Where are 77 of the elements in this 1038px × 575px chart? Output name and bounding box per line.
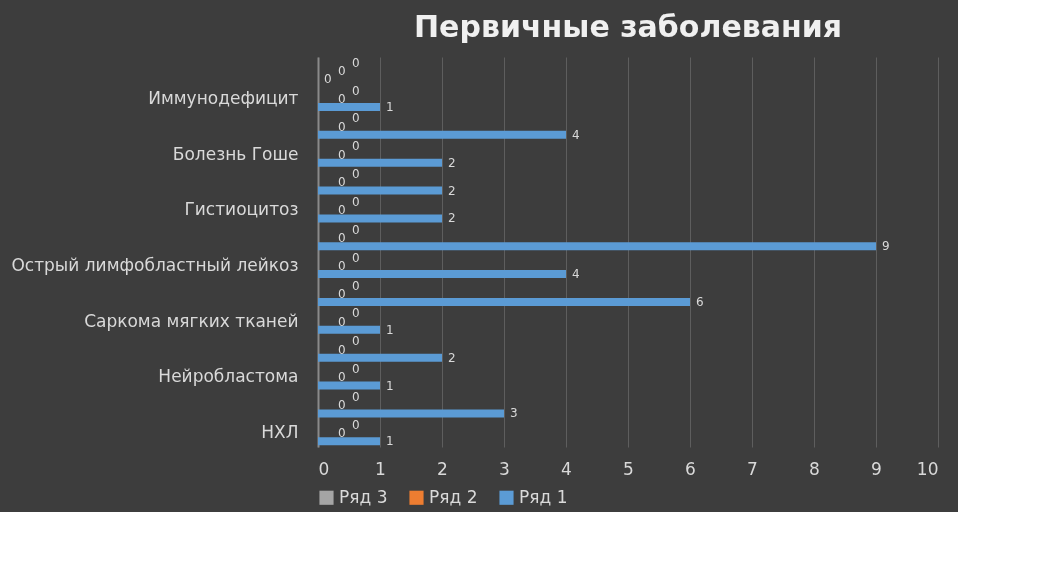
data-label: 0 — [338, 286, 346, 301]
data-label: 0 — [338, 258, 346, 273]
x-tick-label: 1 — [375, 458, 386, 479]
legend-label: Ряд 3 — [339, 486, 388, 507]
data-label: 1 — [386, 322, 394, 337]
data-label: 0 — [352, 222, 360, 237]
data-label: 0 — [324, 72, 332, 87]
x-tick-label: 7 — [747, 458, 758, 479]
bar — [318, 158, 442, 167]
x-tick-label: 4 — [561, 458, 572, 479]
data-label: 0 — [352, 167, 360, 182]
legend-label: Ряд 2 — [429, 486, 478, 507]
data-label: 0 — [338, 342, 346, 357]
data-label: 0 — [352, 83, 360, 98]
data-label: 0 — [352, 278, 360, 293]
x-tick-label: 10 — [916, 458, 939, 479]
y-tick-label: Нейробластома — [158, 366, 299, 387]
data-label: 4 — [572, 267, 580, 282]
data-label: 0 — [352, 111, 360, 126]
bar — [318, 270, 566, 279]
x-tick-label: 3 — [499, 458, 510, 479]
data-label: 0 — [352, 306, 360, 321]
y-tick-label: Иммунодефицит — [148, 87, 299, 108]
data-label: 0 — [338, 175, 346, 190]
chart-title: Первичные заболевания — [414, 8, 842, 44]
y-tick-label: Саркома мягких тканей — [84, 310, 299, 331]
data-label: 0 — [338, 426, 346, 441]
x-tick-label: 9 — [871, 458, 882, 479]
data-label: 0 — [338, 91, 346, 106]
data-label: 6 — [696, 294, 704, 309]
data-label: 4 — [572, 127, 580, 142]
data-label: 0 — [352, 334, 360, 349]
data-label: 3 — [510, 406, 518, 421]
bar — [318, 297, 690, 306]
bar — [318, 325, 380, 334]
data-label: 2 — [448, 211, 456, 226]
bar — [318, 381, 380, 390]
data-label: 0 — [352, 390, 360, 405]
data-label: 2 — [448, 183, 456, 198]
legend-label: Ряд 1 — [519, 486, 568, 507]
data-label: 0 — [352, 139, 360, 154]
x-tick-label: 6 — [685, 458, 696, 479]
data-label: 1 — [386, 99, 394, 114]
data-label: 0 — [352, 55, 360, 70]
y-tick-label: НХЛ — [261, 422, 299, 443]
data-label: 0 — [338, 203, 346, 218]
y-tick-label: Болезнь Гоше — [172, 143, 299, 164]
data-label: 0 — [338, 147, 346, 162]
y-tick-label: Гистиоцитоз — [184, 199, 299, 220]
bar — [318, 437, 380, 446]
bar — [318, 214, 442, 223]
data-label: 0 — [352, 417, 360, 432]
bar — [318, 186, 442, 195]
data-label: 9 — [882, 239, 890, 254]
bar — [318, 353, 442, 362]
bar — [318, 242, 876, 251]
data-label: 0 — [338, 370, 346, 385]
data-label: 0 — [352, 362, 360, 377]
x-tick-label: 0 — [318, 458, 330, 479]
data-label: 2 — [448, 155, 456, 170]
data-label: 0 — [338, 119, 346, 134]
data-label: 0 — [338, 63, 346, 78]
data-label: 2 — [448, 350, 456, 365]
data-label: 0 — [338, 231, 346, 246]
x-tick-label: 5 — [623, 458, 634, 479]
bar — [318, 130, 566, 139]
x-tick-label: 2 — [437, 458, 448, 479]
data-label: 0 — [338, 314, 346, 329]
data-label: 0 — [352, 195, 360, 210]
data-label: 0 — [338, 398, 346, 413]
data-label: 1 — [386, 378, 394, 393]
bar — [318, 409, 504, 418]
data-label: 1 — [386, 434, 394, 449]
x-tick-label: 8 — [809, 458, 820, 479]
data-label: 0 — [352, 250, 360, 265]
bar — [318, 102, 380, 111]
y-tick-label: Острый лимфобластный лейкоз — [11, 254, 299, 275]
